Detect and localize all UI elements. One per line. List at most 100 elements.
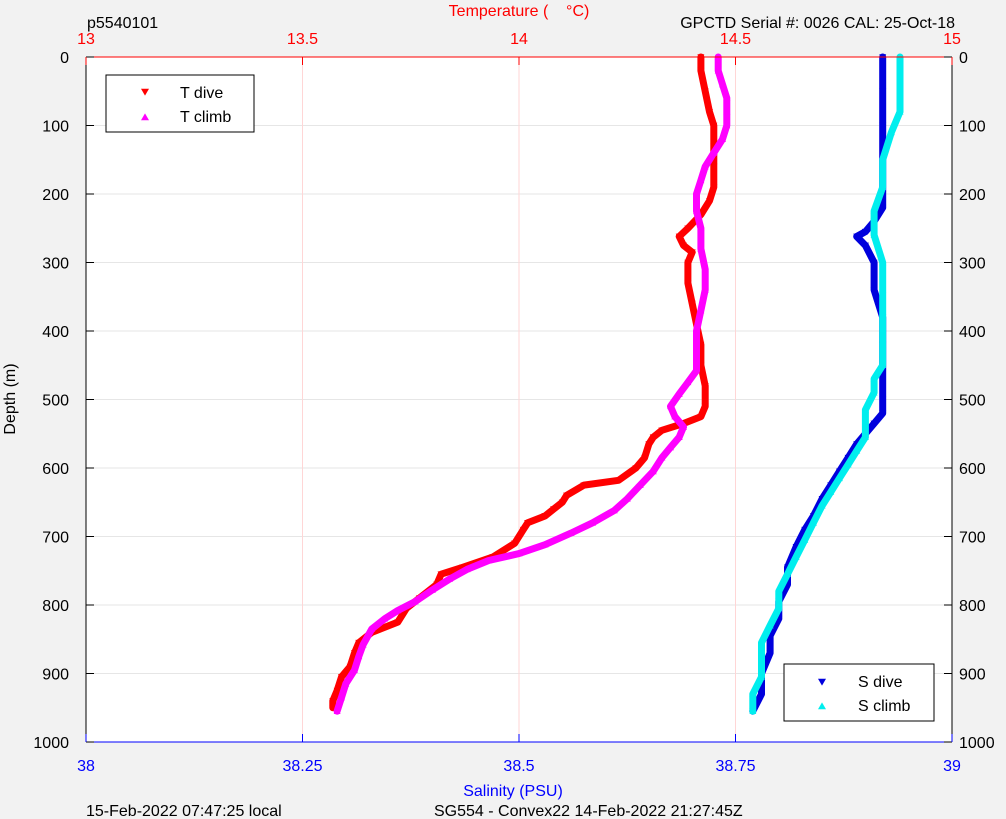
data-point-t-dive [706,198,714,204]
data-point-t-dive [511,540,519,547]
data-point-t-climb [623,495,631,502]
data-point-t-climb [719,81,727,88]
depth-tick-label-left: 100 [42,119,69,136]
data-point-t-dive [563,492,571,499]
depth-axis-label: Depth (m) [2,363,19,434]
data-point-s-dive [870,287,878,294]
data-point-t-climb [693,341,701,348]
depth-tick-label-right: 700 [959,530,986,547]
data-point-t-dive [684,280,692,287]
data-point-t-climb [697,245,705,252]
data-point-s-climb [896,108,904,115]
salinity-tick-label: 38.5 [503,758,534,775]
data-point-t-climb [671,413,679,420]
data-point-t-climb [541,541,549,548]
data-point-s-climb [879,362,887,369]
data-point-s-climb [757,639,765,646]
depth-tick-label-left: 600 [42,461,69,478]
data-point-s-climb [801,536,809,543]
data-point-t-dive [459,564,467,571]
data-point-s-climb [861,420,869,427]
data-point-s-dive [870,420,878,427]
data-point-s-climb [775,588,783,595]
data-point-t-dive [580,482,588,489]
data-point-s-climb [879,314,887,321]
data-point-s-climb [861,434,869,440]
data-point-t-climb [693,207,701,214]
data-point-s-dive [801,526,809,533]
data-point-t-dive [701,88,709,95]
data-point-s-dive [879,204,887,211]
data-point-t-climb [701,266,709,273]
depth-tick-label-left: 200 [42,187,69,204]
data-point-t-dive [684,225,692,232]
data-point-t-climb [723,122,731,129]
data-point-s-climb [749,690,757,697]
data-point-s-climb [827,488,835,495]
legend-temperature: T dive T climb [105,74,255,133]
data-point-t-climb [428,586,436,593]
data-point-s-climb [757,656,765,663]
temperature-tick-label: 13 [77,31,95,48]
data-point-s-climb [757,673,765,680]
data-point-t-dive [350,650,358,657]
data-point-t-climb [675,390,683,397]
data-point-t-climb [355,653,363,660]
temperature-tick-label: 14 [510,31,528,48]
data-point-s-climb [783,571,791,577]
depth-tick-label-right: 0 [959,50,968,67]
data-point-s-climb [775,605,783,612]
data-point-t-climb [342,680,350,687]
data-point-t-dive [615,477,623,484]
data-point-t-dive [697,67,705,74]
series-s-climb [749,53,904,715]
legend-temperature-box [105,74,255,133]
axes-frame [85,56,953,743]
data-point-s-climb [896,88,904,95]
data-point-t-climb [714,67,722,74]
data-point-t-dive [675,233,683,240]
data-point-t-dive [688,300,696,307]
data-point-s-climb [818,502,826,509]
depth-tick-label-right: 900 [959,667,986,684]
data-point-t-dive [688,249,696,256]
data-point-t-dive [697,413,705,420]
data-point-t-climb [680,423,688,430]
depth-tick-label-left: 500 [42,393,69,410]
data-point-t-climb [693,190,701,197]
data-point-t-climb [697,307,705,314]
legend-t-climb-marker [141,113,149,121]
depth-tick-label-right: 400 [959,324,986,341]
legend-salinity-box [783,663,935,722]
temperature-axis-label: Temperature ( °C) [449,3,590,20]
data-point-s-climb [861,406,869,413]
data-point-t-climb [394,607,402,614]
data-point-s-dive [792,543,800,550]
salinity-tick-label: 38 [77,758,95,775]
data-point-s-climb [870,389,878,396]
depth-tick-label-left: 1000 [33,735,69,752]
legend-s-dive-label: S dive [858,674,903,691]
data-point-t-dive [701,383,709,389]
data-point-s-dive [879,88,887,95]
depth-tick-label-right: 100 [959,119,986,136]
data-point-s-climb [879,286,887,293]
depth-tick-label-left: 800 [42,598,69,615]
depth-tick-label-left: 0 [60,50,69,67]
data-point-t-dive [645,441,653,448]
depth-tick-label-right: 200 [959,187,986,204]
depth-tick-label-left: 300 [42,256,69,273]
data-point-s-climb [853,447,861,454]
legend-t-dive-marker [141,88,149,96]
data-point-t-dive [706,109,714,115]
data-point-t-dive [524,520,532,526]
data-point-s-climb [844,461,852,468]
data-point-s-dive [879,410,887,417]
data-point-t-dive [355,639,363,646]
data-point-s-dive [861,228,869,235]
legend-s-dive-marker [818,678,826,686]
data-point-t-climb [693,327,701,334]
depth-tick-label-right: 500 [959,393,986,410]
data-point-s-climb [879,184,887,190]
